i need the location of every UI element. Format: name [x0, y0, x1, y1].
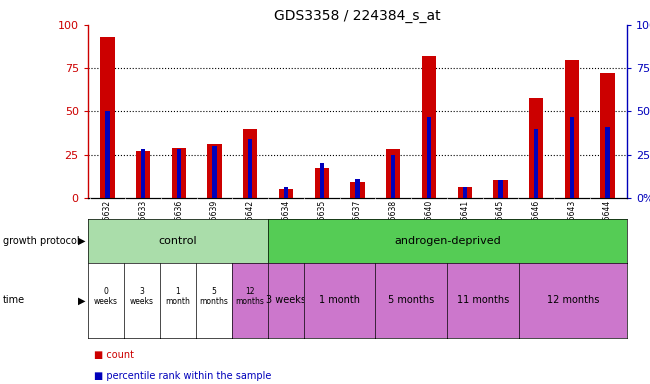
- Bar: [141, 149, 145, 198]
- Text: 3
weeks: 3 weeks: [130, 287, 153, 306]
- Bar: [534, 129, 538, 198]
- Text: 1
month: 1 month: [165, 287, 190, 306]
- Text: GSM215644: GSM215644: [603, 199, 612, 246]
- Bar: [248, 139, 252, 198]
- Text: GSM215641: GSM215641: [460, 199, 469, 246]
- Bar: [207, 144, 222, 198]
- Text: control: control: [159, 236, 197, 246]
- Text: time: time: [3, 295, 25, 306]
- Bar: [136, 151, 150, 198]
- Bar: [499, 180, 502, 198]
- Text: ■ percentile rank within the sample: ■ percentile rank within the sample: [94, 371, 272, 381]
- Text: 11 months: 11 months: [457, 295, 510, 306]
- Text: GSM215643: GSM215643: [567, 199, 577, 246]
- Text: 12
months: 12 months: [235, 287, 264, 306]
- Text: 12 months: 12 months: [547, 295, 599, 306]
- Text: growth protocol: growth protocol: [3, 236, 80, 246]
- Bar: [605, 127, 610, 198]
- Text: 0
weeks: 0 weeks: [94, 287, 118, 306]
- Bar: [315, 168, 329, 198]
- Text: ■ count: ■ count: [94, 350, 135, 360]
- Bar: [350, 182, 365, 198]
- Text: ▶: ▶: [77, 295, 85, 306]
- Bar: [529, 98, 543, 198]
- Text: GSM215639: GSM215639: [210, 199, 219, 246]
- Text: GSM215637: GSM215637: [353, 199, 362, 246]
- Bar: [243, 129, 257, 198]
- Bar: [458, 187, 472, 198]
- Bar: [570, 117, 574, 198]
- Bar: [386, 149, 400, 198]
- Bar: [279, 189, 293, 198]
- Text: androgen-deprived: androgen-deprived: [394, 236, 500, 246]
- Text: GSM215645: GSM215645: [496, 199, 505, 246]
- Bar: [463, 187, 467, 198]
- Bar: [356, 179, 359, 198]
- Bar: [177, 149, 181, 198]
- Bar: [172, 147, 186, 198]
- Text: GSM215634: GSM215634: [281, 199, 291, 246]
- Bar: [427, 117, 431, 198]
- Text: GSM215635: GSM215635: [317, 199, 326, 246]
- Text: GSM215633: GSM215633: [138, 199, 148, 246]
- Text: GSM215640: GSM215640: [424, 199, 434, 246]
- Text: GSM215642: GSM215642: [246, 199, 255, 246]
- Title: GDS3358 / 224384_s_at: GDS3358 / 224384_s_at: [274, 8, 441, 23]
- Text: GSM215638: GSM215638: [389, 199, 398, 246]
- Bar: [105, 111, 110, 198]
- Text: GSM215632: GSM215632: [103, 199, 112, 246]
- Text: 3 weeks: 3 weeks: [266, 295, 305, 306]
- Bar: [100, 37, 114, 198]
- Bar: [213, 146, 216, 198]
- Text: ▶: ▶: [77, 236, 85, 246]
- Bar: [391, 155, 395, 198]
- Bar: [422, 56, 436, 198]
- Text: GSM215636: GSM215636: [174, 199, 183, 246]
- Text: 5 months: 5 months: [388, 295, 435, 306]
- Text: 1 month: 1 month: [319, 295, 360, 306]
- Bar: [565, 60, 579, 198]
- Text: GSM215646: GSM215646: [532, 199, 541, 246]
- Bar: [493, 180, 508, 198]
- Bar: [320, 163, 324, 198]
- Bar: [601, 73, 615, 198]
- Text: 5
months: 5 months: [199, 287, 228, 306]
- Bar: [284, 187, 288, 198]
